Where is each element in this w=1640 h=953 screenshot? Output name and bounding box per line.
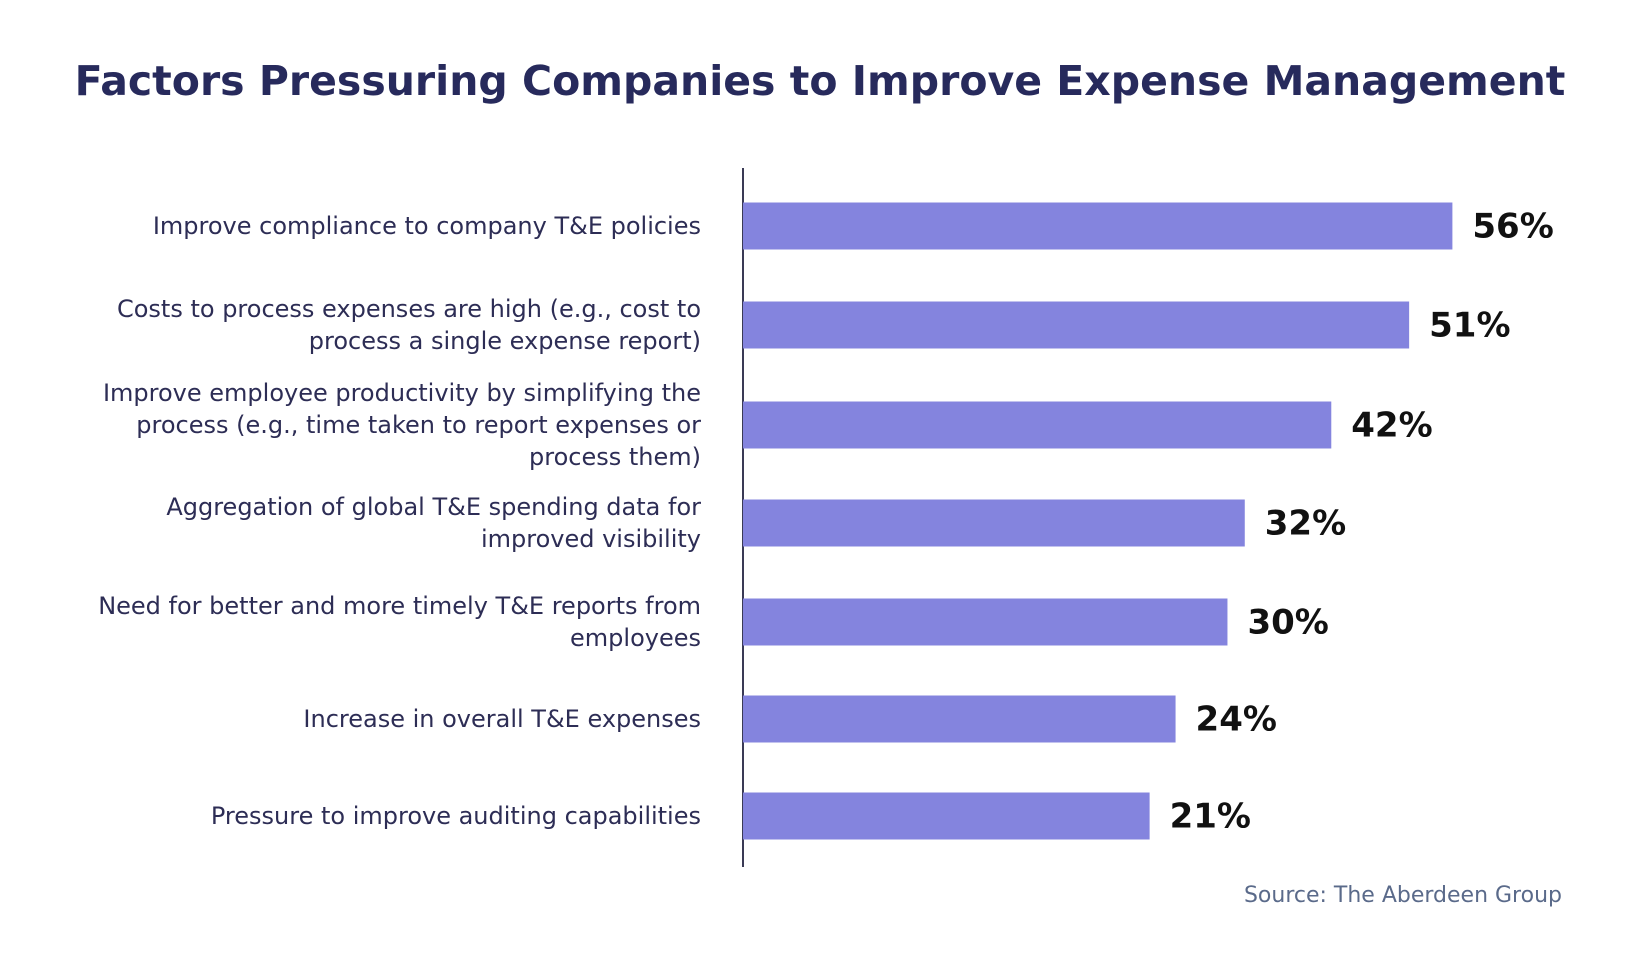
value-label: 24% xyxy=(1196,700,1277,740)
value-label: 51% xyxy=(1429,306,1510,346)
category-label: Improve compliance to company T&E polici… xyxy=(152,212,701,240)
bar xyxy=(743,598,1228,646)
bar xyxy=(743,301,1410,349)
category-label: Need for better and more timely T&E repo… xyxy=(98,592,701,652)
value-label: 42% xyxy=(1351,406,1432,446)
bar xyxy=(743,499,1245,547)
bar xyxy=(743,792,1150,840)
value-label: 56% xyxy=(1472,207,1553,247)
value-label: 21% xyxy=(1170,797,1251,837)
category-label: Costs to process expenses are high (e.g.… xyxy=(116,295,701,355)
bar xyxy=(743,202,1453,250)
bar xyxy=(743,401,1332,449)
value-label: 30% xyxy=(1247,603,1328,643)
bar xyxy=(743,695,1176,743)
category-label: Increase in overall T&E expenses xyxy=(303,705,701,733)
category-label: Aggregation of global T&E spending data … xyxy=(166,493,701,553)
category-label: Pressure to improve auditing capabilitie… xyxy=(210,802,701,830)
category-label: Improve employee productivity by simplif… xyxy=(102,379,701,471)
chart-title: Factors Pressuring Companies to Improve … xyxy=(75,57,1566,105)
source: Source: The Aberdeen Group xyxy=(1244,883,1562,908)
value-label: 32% xyxy=(1265,504,1346,544)
